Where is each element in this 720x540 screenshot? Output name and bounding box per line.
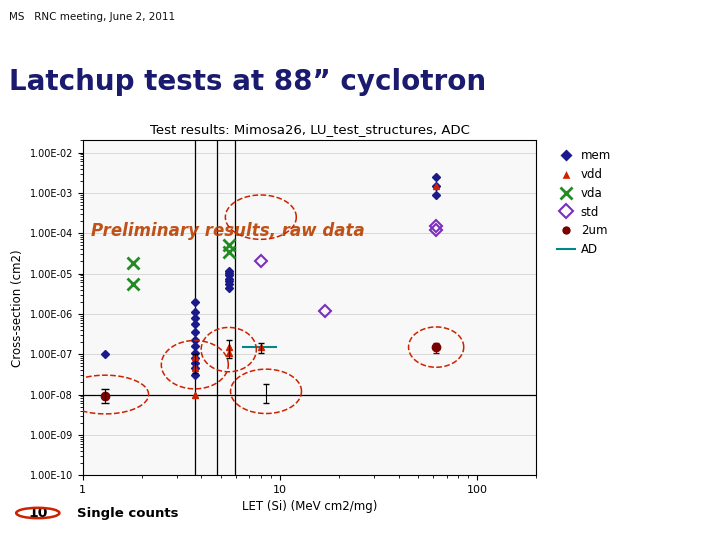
Text: Preliminary results, raw data: Preliminary results, raw data (91, 222, 365, 240)
Text: 10: 10 (28, 506, 48, 520)
Text: Latchup tests at 88” cyclotron: Latchup tests at 88” cyclotron (9, 69, 486, 96)
Text: Single counts: Single counts (78, 507, 179, 519)
Y-axis label: Cross-section (cm2): Cross-section (cm2) (11, 249, 24, 367)
Legend: mem, vdd, vda, std, 2um, AD: mem, vdd, vda, std, 2um, AD (552, 143, 617, 262)
X-axis label: LET (Si) (MeV cm2/mg): LET (Si) (MeV cm2/mg) (242, 501, 377, 514)
Title: Test results: Mimosa26, LU_test_structures, ADC: Test results: Mimosa26, LU_test_structur… (150, 124, 469, 137)
Text: MS   RNC meeting, June 2, 2011: MS RNC meeting, June 2, 2011 (9, 12, 175, 22)
